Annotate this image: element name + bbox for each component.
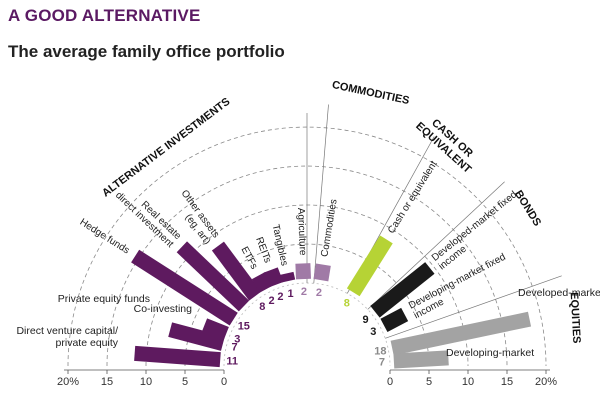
value-label: 7 xyxy=(231,342,237,354)
category-label: Real estatedirect investment xyxy=(113,182,183,250)
bar-rect xyxy=(278,271,296,283)
value-label: 2 xyxy=(301,286,307,298)
category-label: Agriculture xyxy=(295,208,308,257)
value-label: 15 xyxy=(238,321,250,333)
axis-tick-label: 10 xyxy=(140,376,152,388)
bar-rect xyxy=(346,235,393,297)
group-title: BONDS xyxy=(512,188,543,228)
value-label: 2 xyxy=(268,295,274,307)
bar-rect xyxy=(390,311,532,356)
value-label: 3 xyxy=(370,326,376,338)
group-divider xyxy=(385,275,562,339)
bar-rect xyxy=(211,241,262,301)
headline: A GOOD ALTERNATIVE xyxy=(8,6,201,25)
bar xyxy=(393,350,449,369)
bar xyxy=(295,263,312,280)
grid-arc xyxy=(223,282,391,367)
category-label: Hedge funds xyxy=(78,217,132,257)
group-title: CASH OREQUIVALENT xyxy=(413,110,482,176)
bar-rect xyxy=(380,307,409,333)
bar-rect xyxy=(313,263,331,282)
axis-tick-label: 20% xyxy=(535,376,557,388)
bar xyxy=(370,262,435,318)
value-label: 8 xyxy=(259,301,265,313)
bar xyxy=(263,267,284,288)
bar-rect xyxy=(393,350,449,369)
axis-tick-label: 0 xyxy=(387,376,393,388)
bar-rect xyxy=(168,322,225,351)
axis-tick-label: 0 xyxy=(221,376,227,388)
bar-layer xyxy=(131,235,532,369)
value-label: 9 xyxy=(363,314,369,326)
category-label: Commodities xyxy=(319,198,339,257)
value-label: 3 xyxy=(234,333,240,345)
bar xyxy=(134,345,221,368)
category-label: Cash or equivalent xyxy=(386,159,440,236)
grid-arc xyxy=(67,126,547,367)
category-label: Developing-market fixedincome xyxy=(407,251,513,321)
label-layer: 20% 15 10 5 0 0 5 10 15 20% 11 Direct venture capit… xyxy=(16,79,600,388)
value-label: 11 xyxy=(226,356,238,368)
group-title: COMMODITIES xyxy=(331,79,411,107)
axis-tick-label: 5 xyxy=(182,376,188,388)
category-label: Private equity funds xyxy=(58,293,150,305)
category-label: Co-investing xyxy=(134,303,193,315)
category-label: Developed-market xyxy=(518,287,600,299)
bar xyxy=(131,249,238,326)
value-label: 18 xyxy=(374,346,386,358)
value-label: 7 xyxy=(379,357,385,369)
category-label: Developed-market fixedincome xyxy=(430,189,526,272)
bar xyxy=(346,235,393,297)
group-title: EQUITIES xyxy=(568,292,583,344)
axis-tick-label: 20% xyxy=(57,376,79,388)
bar-rect xyxy=(263,267,284,288)
bar xyxy=(390,311,532,356)
category-label: Developing-market xyxy=(446,347,534,359)
group-divider xyxy=(313,104,329,284)
value-label: 2 xyxy=(316,287,322,299)
group-divider xyxy=(367,181,505,310)
bar-rect xyxy=(134,345,221,368)
bar-rect xyxy=(295,263,312,280)
bar xyxy=(278,271,296,283)
group-title: ALTERNATIVE INVESTMENTS xyxy=(100,96,232,200)
bar xyxy=(211,241,262,301)
value-label: 2 xyxy=(277,291,283,303)
bar xyxy=(313,263,331,282)
bar xyxy=(201,318,229,341)
axis-tick-label: 5 xyxy=(426,376,432,388)
axis-tick-label: 15 xyxy=(101,376,113,388)
axis-tick-label: 15 xyxy=(501,376,513,388)
grid-layer xyxy=(64,104,562,374)
subtitle: The average family office portfolio xyxy=(8,42,285,61)
bar-rect xyxy=(131,249,238,326)
bar xyxy=(176,241,250,312)
bar xyxy=(380,307,409,333)
value-label: 1 xyxy=(287,288,293,300)
bar-rect xyxy=(176,241,250,312)
bar-rect xyxy=(201,318,229,341)
value-label: 8 xyxy=(344,297,350,309)
bar-rect xyxy=(370,262,435,318)
axis-tick-label: 10 xyxy=(462,376,474,388)
category-label: Direct venture capital/private equity xyxy=(16,325,118,349)
bar xyxy=(168,322,225,351)
